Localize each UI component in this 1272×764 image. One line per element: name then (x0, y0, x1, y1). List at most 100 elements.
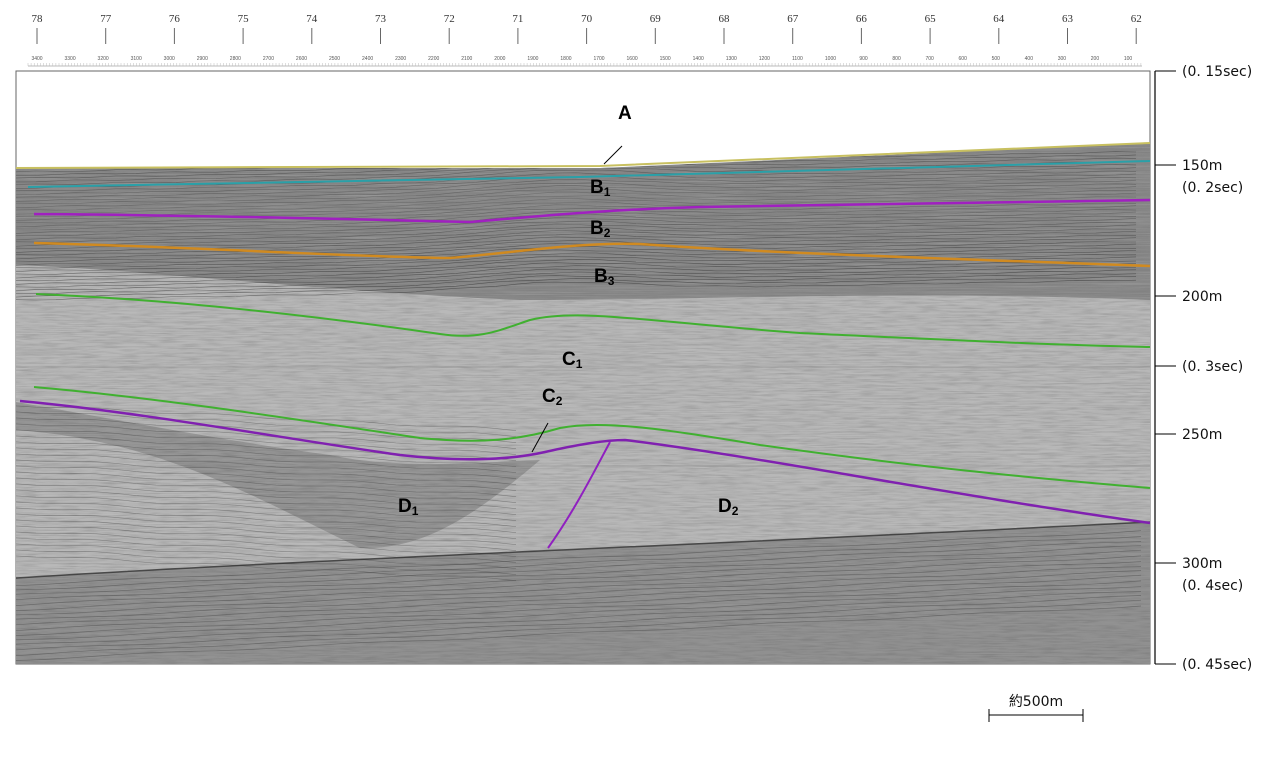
horizon-D (19, 399, 1151, 525)
distance-label: 700 (925, 56, 934, 62)
reflector-line (16, 586, 1142, 641)
reflector-line (16, 591, 1142, 645)
reflector-line (16, 211, 1137, 234)
reflector-line (16, 250, 1137, 272)
shotpoint-labels: 78 77 76 75 74 73 72 71 70 69 68 67 66 65 64 63 62 (32, 13, 1142, 44)
distance-label: 3400 (31, 56, 42, 62)
reflector-line (16, 549, 1142, 606)
shotpoint-label: 67 (787, 13, 799, 25)
reflector-line (16, 580, 1142, 636)
distance-label: 1700 (593, 56, 604, 62)
reflector-line (16, 234, 1136, 256)
distance-label: 2100 (461, 56, 472, 62)
reflector-line (16, 545, 1142, 601)
unit-label-letter: D (398, 496, 412, 517)
unit-label-A: A (618, 103, 632, 124)
unit-label-letter: B (590, 218, 604, 239)
reflector-line (16, 183, 1137, 204)
unit-label-subscript: 1 (576, 357, 583, 371)
reflector-line (16, 256, 1137, 279)
distance-label: 2400 (362, 56, 373, 62)
label-leader-C2 (531, 422, 549, 453)
reflector-line (16, 224, 1137, 247)
shotpoint-label: 73 (375, 13, 387, 25)
distance-label: 400 (1025, 56, 1034, 62)
fault-line (547, 441, 611, 549)
distance-label: 3300 (64, 56, 75, 62)
unit-label-B1: B1 (590, 177, 611, 199)
reflector-line (16, 228, 1137, 250)
unit-label-subscript: 2 (556, 394, 563, 408)
distance-label: 3000 (164, 56, 175, 62)
unit-label-subscript: 1 (604, 185, 611, 199)
unit-label-subscript: 1 (412, 504, 419, 518)
reflector-line (16, 537, 517, 563)
reflector-line (16, 599, 1142, 657)
reflector-line (16, 531, 517, 557)
unit-label-letter: D (718, 496, 732, 517)
reflector-line (16, 435, 517, 461)
reflector-line (16, 574, 1142, 632)
reflector-line (16, 170, 1137, 192)
shotpoint-label: 69 (650, 13, 662, 25)
reflector-line (16, 536, 1142, 591)
shotpoint-label: 78 (32, 13, 44, 25)
reflector-line (16, 441, 517, 467)
unit-label-C1: C1 (562, 349, 583, 371)
shotpoint-label: 65 (925, 13, 937, 25)
reflector-line (16, 215, 1137, 237)
unit-label-letter: C (542, 386, 556, 407)
reflector-line (16, 276, 1137, 298)
distance-label: 2300 (395, 56, 406, 62)
reflector-line (16, 541, 1142, 595)
unit-label-letter: A (618, 103, 632, 124)
unit-label-C2: C2 (542, 386, 563, 408)
distance-label: 2800 (230, 56, 241, 62)
shotpoint-label: 76 (169, 13, 181, 25)
distance-label: 3100 (131, 56, 142, 62)
reflector-line (16, 507, 517, 533)
distance-label: 1300 (726, 56, 737, 62)
reflector-line (16, 218, 1137, 241)
unit-label-subscript: 2 (732, 504, 739, 518)
reflector-line (16, 519, 517, 545)
distance-label: 2200 (428, 56, 439, 62)
shotpoint-label: 66 (856, 13, 868, 25)
distance-label: 2700 (263, 56, 274, 62)
distance-label: 1600 (627, 56, 638, 62)
distance-label: 100 (1124, 56, 1133, 62)
distance-label: 3200 (98, 56, 109, 62)
distance-label: 1400 (693, 56, 704, 62)
reflector-line (16, 167, 1137, 189)
reflector-line (16, 179, 1137, 202)
reflector-line (16, 525, 517, 551)
shotpoint-label: 71 (512, 13, 523, 25)
unit-label-D1: D1 (398, 496, 419, 518)
distance-label: 1100 (792, 56, 803, 62)
reflector-line (16, 260, 1137, 282)
unit-label-letter: C (562, 349, 576, 370)
horizon-A (15, 142, 1151, 169)
reflector-line (16, 186, 1137, 208)
shotpoint-label: 75 (238, 13, 250, 25)
reflector-line (16, 561, 1142, 616)
reflector-line (16, 595, 1142, 651)
shotpoint-label: 70 (581, 13, 593, 25)
reflector-line (16, 196, 1137, 217)
reflector-line (16, 247, 1137, 269)
reflector-line (16, 411, 517, 437)
unit-label-B3: B3 (594, 266, 615, 288)
shotpoint-label: 77 (100, 13, 112, 25)
reflector-line (16, 405, 517, 431)
unit-label-subscript: 2 (604, 226, 611, 240)
seismic-body (16, 143, 1150, 664)
reflector-line (16, 501, 517, 527)
reflector-line (16, 423, 517, 449)
reflector-line (16, 209, 1137, 230)
shotpoint-label: 74 (306, 13, 318, 25)
unit-label-subscript: 3 (608, 274, 615, 288)
reflector-line (16, 459, 517, 485)
distance-label: 500 (992, 56, 1001, 62)
distance-label: 300 (1058, 56, 1067, 62)
